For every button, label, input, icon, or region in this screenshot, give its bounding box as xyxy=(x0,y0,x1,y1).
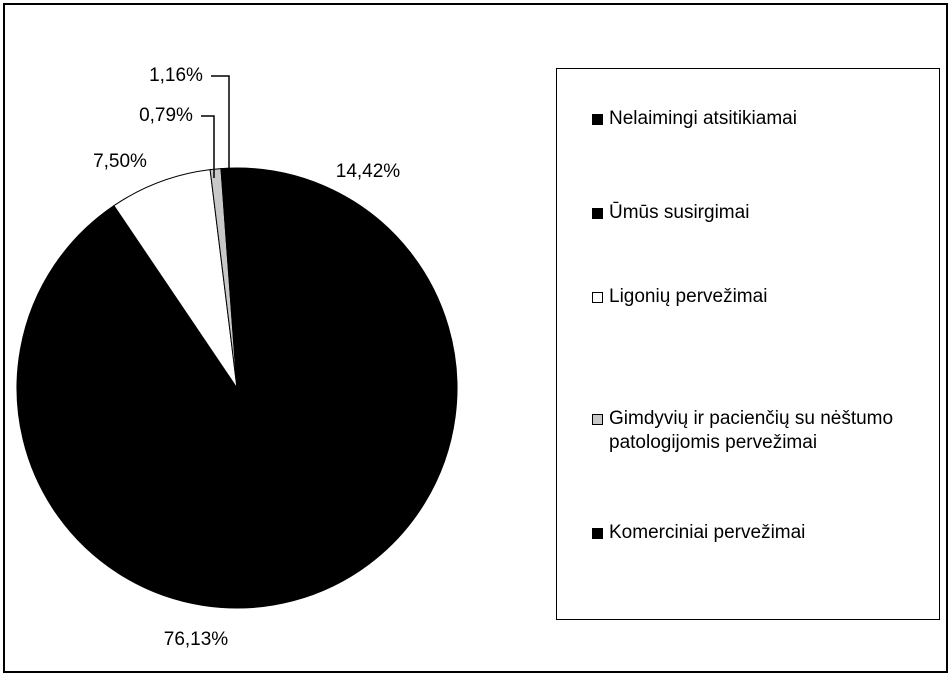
legend-item: Ligonių pervežimai xyxy=(592,285,931,309)
legend-label: Gimdyvių ir pacienčių su nėštumo patolog… xyxy=(609,408,894,453)
legend-swatch xyxy=(592,114,603,125)
legend: Nelaimingi atsitikiamai Ūmūs susirgimai Li… xyxy=(556,68,940,620)
legend-label: Nelaimingi atsitikiamai xyxy=(609,108,797,129)
legend-swatch xyxy=(592,208,603,219)
legend-swatch xyxy=(592,414,603,425)
legend-label: Komerciniai pervežimai xyxy=(609,522,806,543)
data-label: 7,50% xyxy=(93,151,147,172)
data-label: 1,16% xyxy=(149,65,203,86)
frame xyxy=(3,3,948,673)
legend-item: Gimdyvių ir pacienčių su nėštumo patolog… xyxy=(592,407,931,455)
legend-item: Komerciniai pervežimai xyxy=(592,521,931,545)
legend-item: Nelaimingi atsitikiamai xyxy=(592,107,931,131)
data-label: 0,79% xyxy=(139,105,193,126)
legend-label: Ligonių pervežimai xyxy=(609,286,768,307)
legend-swatch xyxy=(592,292,603,303)
data-label: 14,42% xyxy=(336,161,401,182)
pie-slice xyxy=(16,204,458,609)
legend-item: Ūmūs susirgimai xyxy=(592,201,931,225)
leader-line xyxy=(211,75,230,176)
pie-slice xyxy=(113,169,238,389)
leader-line xyxy=(201,115,215,178)
data-label: 76,13% xyxy=(164,629,229,650)
legend-swatch xyxy=(592,528,603,539)
pie-slice xyxy=(236,167,411,390)
legend-label: Ūmūs susirgimai xyxy=(609,202,750,223)
